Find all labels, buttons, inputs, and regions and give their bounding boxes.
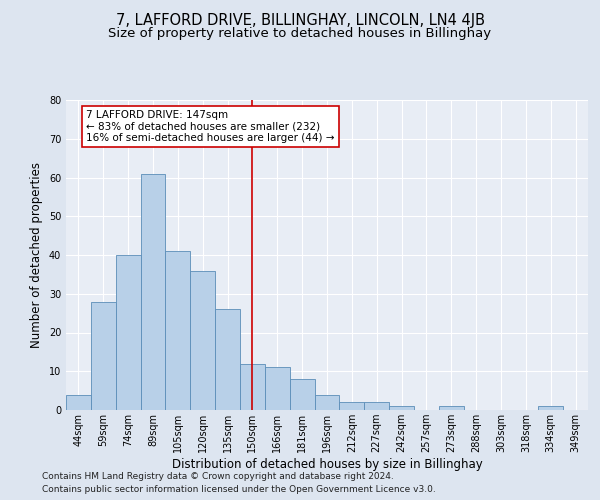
X-axis label: Distribution of detached houses by size in Billinghay: Distribution of detached houses by size … <box>172 458 482 471</box>
Bar <box>364 402 389 410</box>
Bar <box>340 402 364 410</box>
Bar <box>240 364 265 410</box>
Bar <box>190 270 215 410</box>
Bar <box>91 302 116 410</box>
Text: 7 LAFFORD DRIVE: 147sqm
← 83% of detached houses are smaller (232)
16% of semi-d: 7 LAFFORD DRIVE: 147sqm ← 83% of detache… <box>86 110 334 143</box>
Bar <box>439 406 464 410</box>
Text: 7, LAFFORD DRIVE, BILLINGHAY, LINCOLN, LN4 4JB: 7, LAFFORD DRIVE, BILLINGHAY, LINCOLN, L… <box>115 12 485 28</box>
Bar <box>538 406 563 410</box>
Bar <box>116 255 140 410</box>
Bar <box>389 406 414 410</box>
Text: Contains public sector information licensed under the Open Government Licence v3: Contains public sector information licen… <box>42 485 436 494</box>
Text: Contains HM Land Registry data © Crown copyright and database right 2024.: Contains HM Land Registry data © Crown c… <box>42 472 394 481</box>
Bar <box>140 174 166 410</box>
Text: Size of property relative to detached houses in Billinghay: Size of property relative to detached ho… <box>109 28 491 40</box>
Bar <box>290 379 314 410</box>
Bar <box>166 251 190 410</box>
Bar <box>314 394 340 410</box>
Bar <box>265 368 290 410</box>
Bar <box>66 394 91 410</box>
Bar <box>215 309 240 410</box>
Y-axis label: Number of detached properties: Number of detached properties <box>30 162 43 348</box>
